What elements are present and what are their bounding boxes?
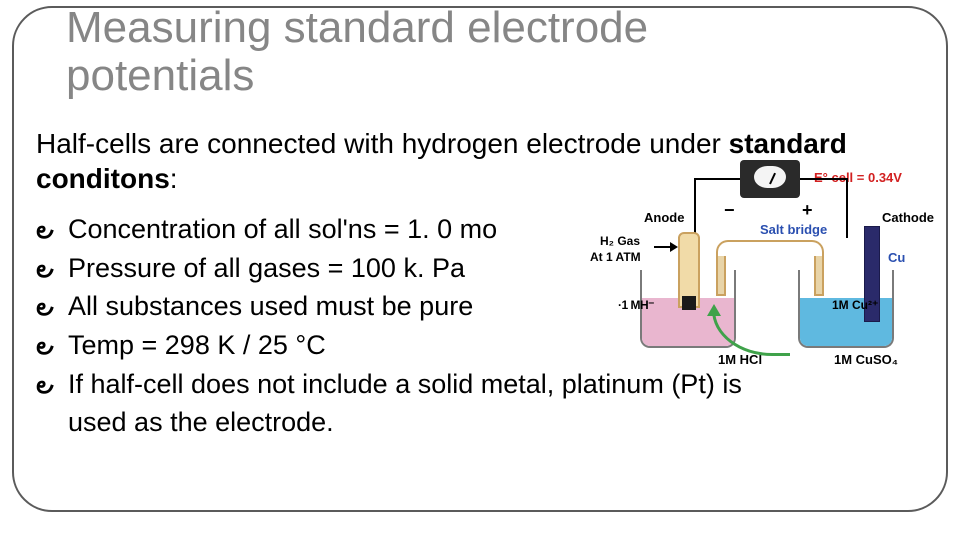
- salt-bridge-tube: [716, 240, 824, 258]
- one-m-cuso4-label: 1M CuSO₄: [834, 352, 898, 367]
- one-mh-label: ·1 MH⁻: [618, 298, 654, 312]
- salt-bridge-label: Salt bridge: [760, 222, 827, 237]
- voltmeter-dial: [754, 166, 786, 188]
- bullet-icon: ౿: [36, 331, 68, 363]
- bullet-text-2: Pressure of all gases = 100 k. Pa: [68, 251, 465, 287]
- wire: [800, 178, 846, 180]
- bullet-5-continuation: used as the electrode.: [36, 405, 742, 441]
- wire: [846, 178, 848, 238]
- wire: [694, 178, 740, 180]
- bullet-text-4: Temp = 298 K / 25 °C: [68, 328, 326, 364]
- anode-label: Anode: [644, 210, 684, 225]
- voltmeter-icon: [740, 160, 800, 198]
- bullet-icon: ౿: [36, 254, 68, 286]
- subheading-part-a: Half-cells are connected with hydrogen e…: [36, 128, 729, 159]
- slide-title: Measuring standard electrode potentials: [66, 4, 826, 101]
- bullet-text-1: Concentration of all sol'ns = 1. 0 mo: [68, 212, 497, 248]
- bullet-text-3: All substances used must be pure: [68, 289, 473, 325]
- platinum-electrode: [682, 296, 696, 310]
- bullet-icon: ౿: [36, 215, 68, 247]
- slide-frame: Measuring standard electrode potentials …: [12, 6, 948, 512]
- subheading-colon: :: [170, 163, 178, 194]
- h2-arrow-icon: [654, 246, 676, 248]
- cathode-label: Cathode: [882, 210, 934, 225]
- wire: [694, 178, 696, 238]
- atm-label: At 1 ATM: [590, 250, 641, 264]
- cu-label: Cu: [888, 250, 905, 265]
- h2-gas-label: H₂ Gas: [600, 234, 640, 248]
- plus-sign: +: [802, 200, 813, 221]
- bullet-icon: ౿: [36, 292, 68, 324]
- minus-sign: −: [724, 200, 735, 221]
- electrode-diagram: E° cell = 0.34V − + Anode Cathode Salt b…: [544, 160, 946, 376]
- green-arrow-icon: [712, 310, 790, 356]
- one-mcu2-label: 1M Cu²⁺: [832, 298, 878, 312]
- bullet-icon: ౿: [36, 370, 68, 402]
